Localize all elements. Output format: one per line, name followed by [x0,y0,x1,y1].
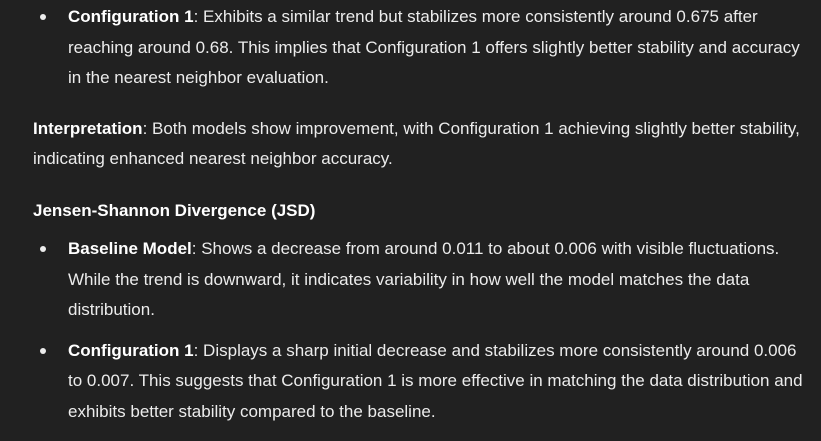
bullet-icon [40,246,46,252]
item-text: : Displays a sharp initial decrease and … [68,340,803,421]
item-label: Configuration 1 [68,7,194,26]
list-item: Configuration 1: Exhibits a similar tren… [0,2,821,94]
item-text: : Shows a decrease from around 0.011 to … [68,239,780,319]
item-label: Baseline Model [68,239,192,258]
bullet-icon [40,14,46,20]
bullet-icon [40,347,46,354]
section-heading-jsd: Jensen-Shannon Divergence (JSD) [33,200,316,220]
interpretation-label: Interpretation [33,118,143,138]
item-label: Configuration 1 [68,340,194,360]
list-item: Configuration 1: Displays a sharp initia… [0,336,821,428]
nn-bullet-list: Configuration 1: Exhibits a similar tren… [0,2,821,94]
item-text: : Exhibits a similar trend but stabilize… [68,7,800,87]
interpretation-paragraph: Interpretation: Both models show improve… [0,114,821,175]
jsd-bullet-list: Baseline Model: Shows a decrease from ar… [0,234,821,427]
interpretation-text: : Both models show improvement, with Con… [33,118,800,169]
list-item: Baseline Model: Shows a decrease from ar… [0,234,821,326]
